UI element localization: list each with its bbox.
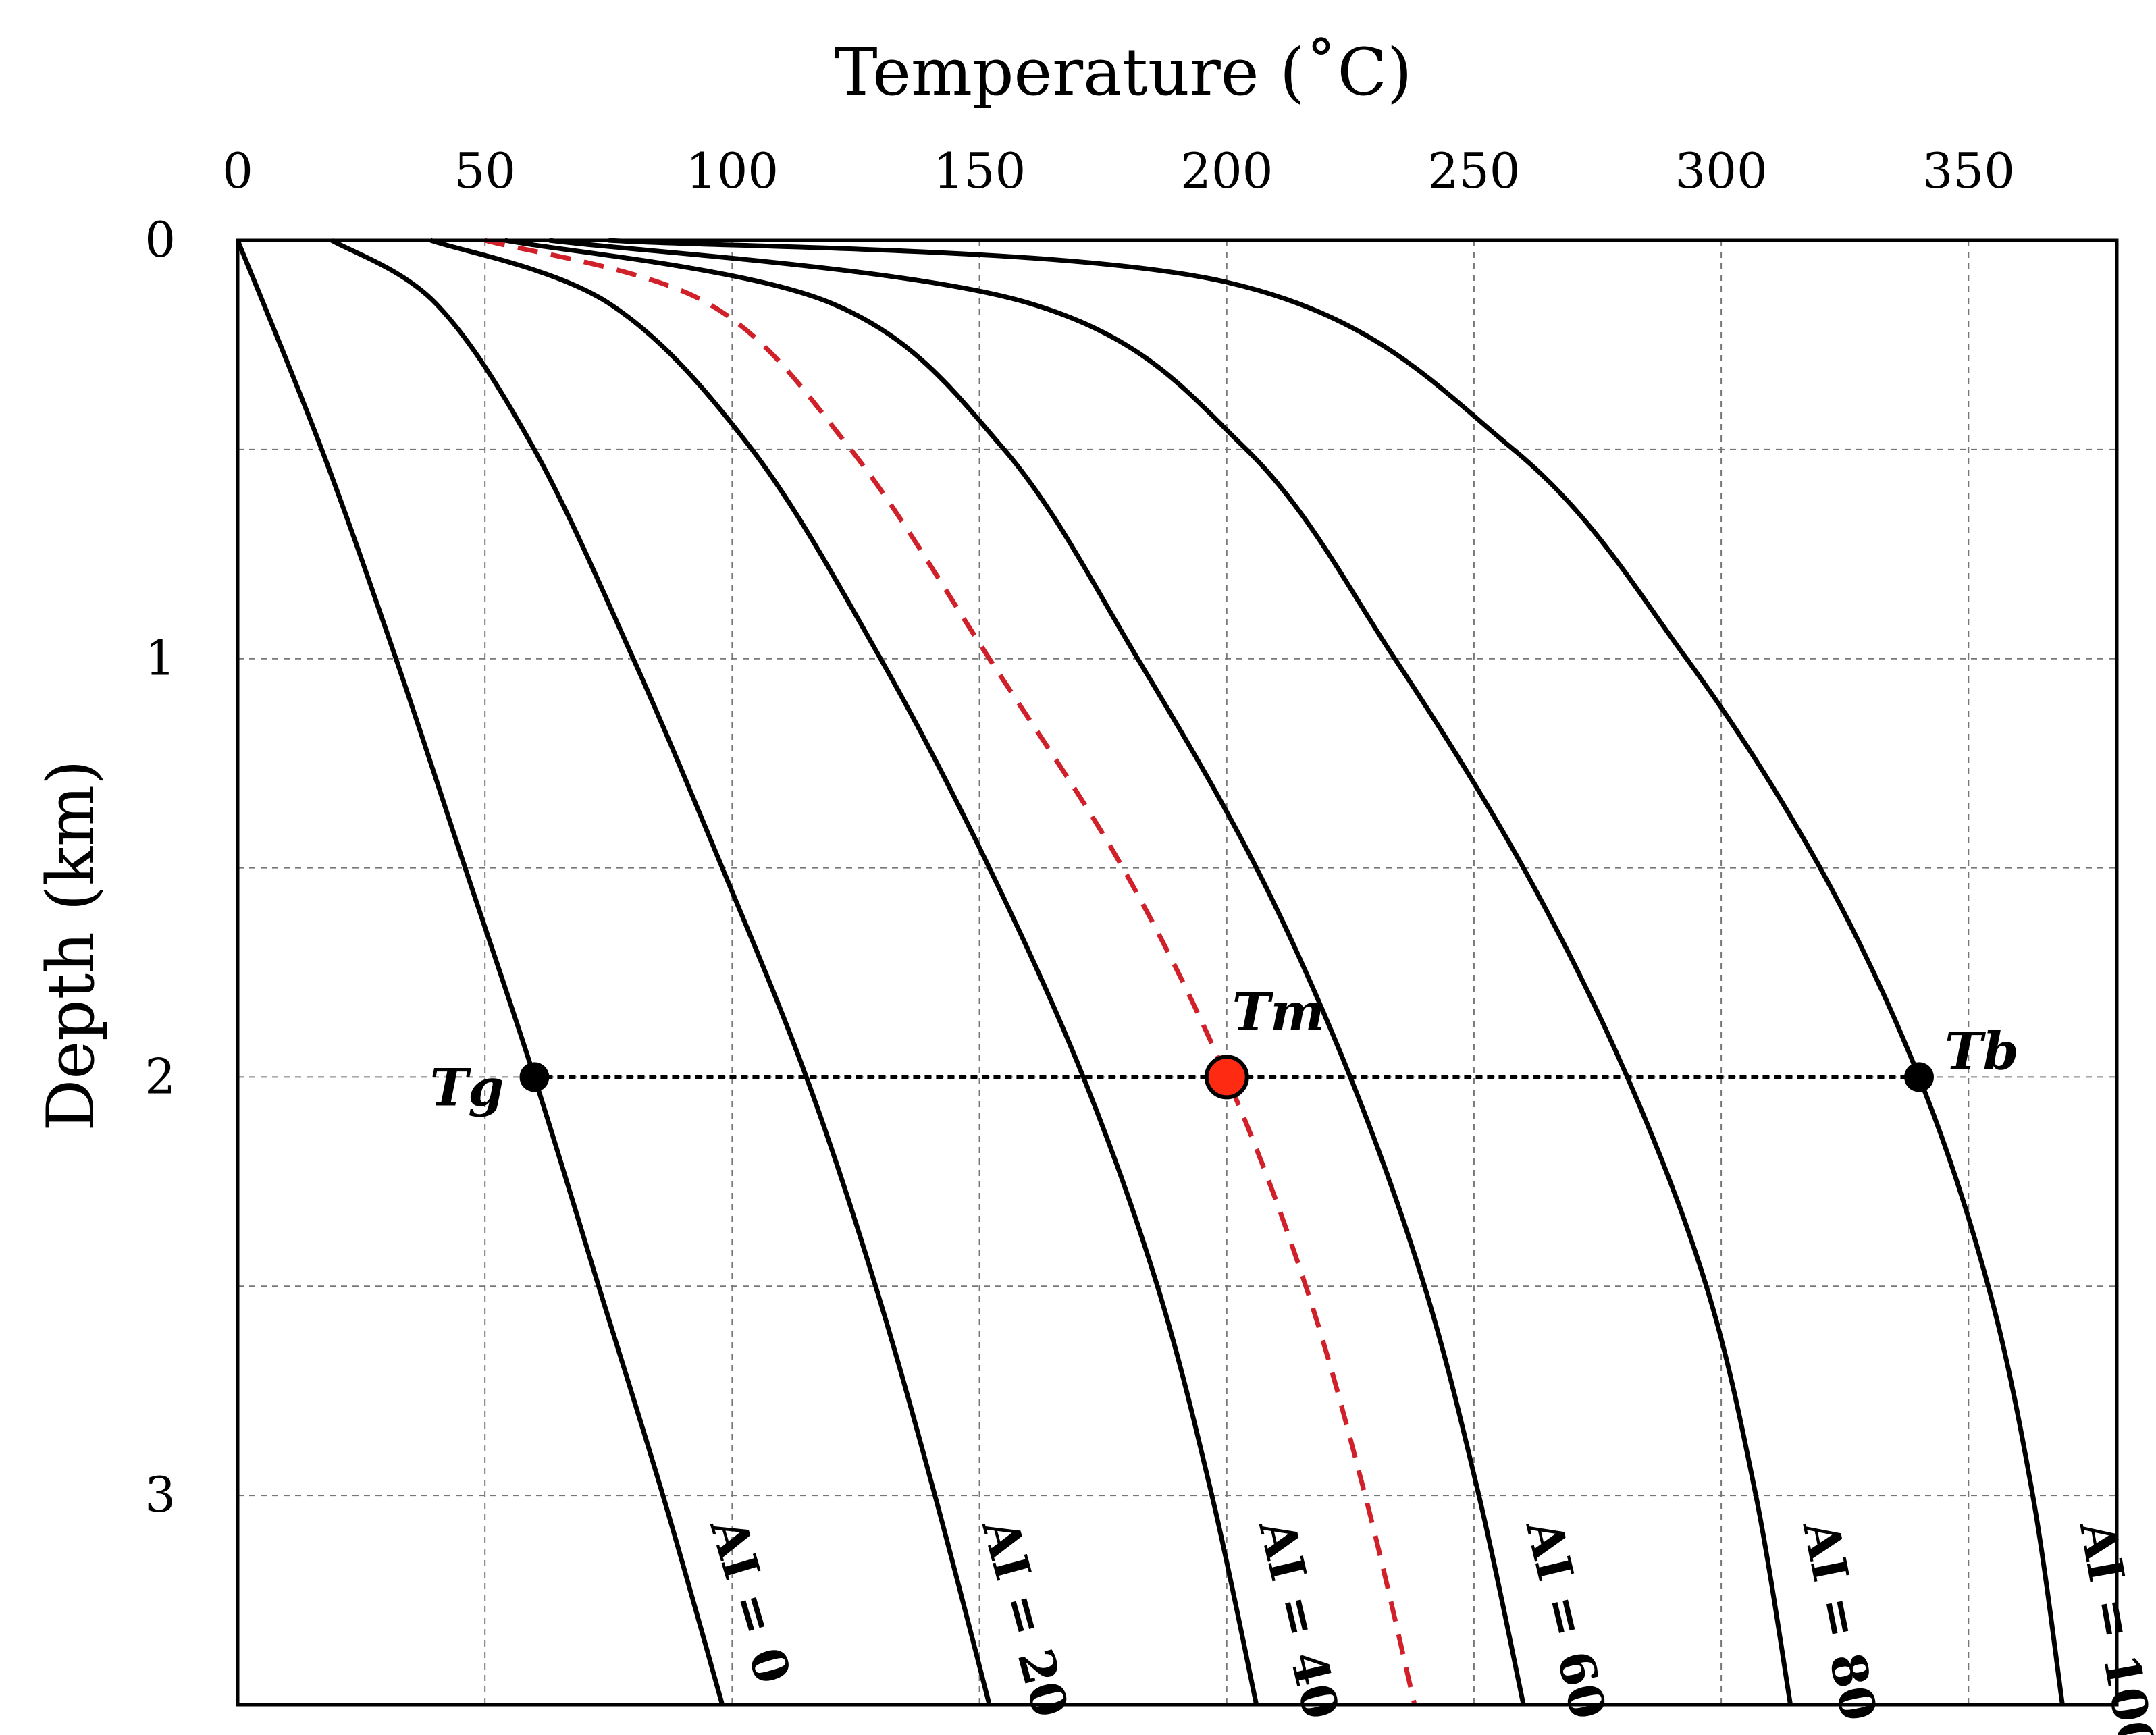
marker-label-tm: Tm [1232,982,1325,1042]
x-tick-label: 150 [933,142,1026,199]
series-line-ai-80 [548,238,1793,1705]
x-tick-label: 100 [686,142,779,199]
marker-tm [1204,1055,1249,1100]
x-tick-label: 350 [1922,142,2015,199]
x-tick-label: 0 [222,142,253,199]
x-tick-label: 50 [454,142,516,199]
series-line-ai-40 [429,238,1259,1705]
marker-tb [1904,1062,1935,1092]
marker-label-tb: Tb [1945,1021,2019,1081]
series-line-tm-curve [484,238,1417,1705]
x-axis-title: Temperature (˚C) [835,34,1413,110]
series-lines [235,238,2065,1705]
markers: Tg Tm Tb [430,982,2019,1117]
y-tick-label: 3 [144,1466,176,1523]
x-tick-label: 200 [1180,142,1273,199]
series-line-ai-0 [235,239,725,1705]
series-line-ai-20 [330,238,992,1705]
series-line-ai-100 [608,238,2065,1705]
y-axis-title: Depth (km) [33,759,109,1131]
tick-labels: 0 50 100 150 200 250 300 350 0 1 2 3 [144,142,2015,1523]
x-tick-label: 250 [1427,142,1520,199]
x-tick-label: 300 [1675,142,1767,199]
marker-label-tg: Tg [430,1057,504,1117]
plot-frame [236,238,2119,1707]
series-line-ai-60 [504,238,1526,1705]
marker-tg [519,1062,550,1092]
y-tick-label: 0 [144,211,176,268]
y-tick-label: 1 [144,630,176,687]
y-tick-label: 2 [144,1048,176,1104]
